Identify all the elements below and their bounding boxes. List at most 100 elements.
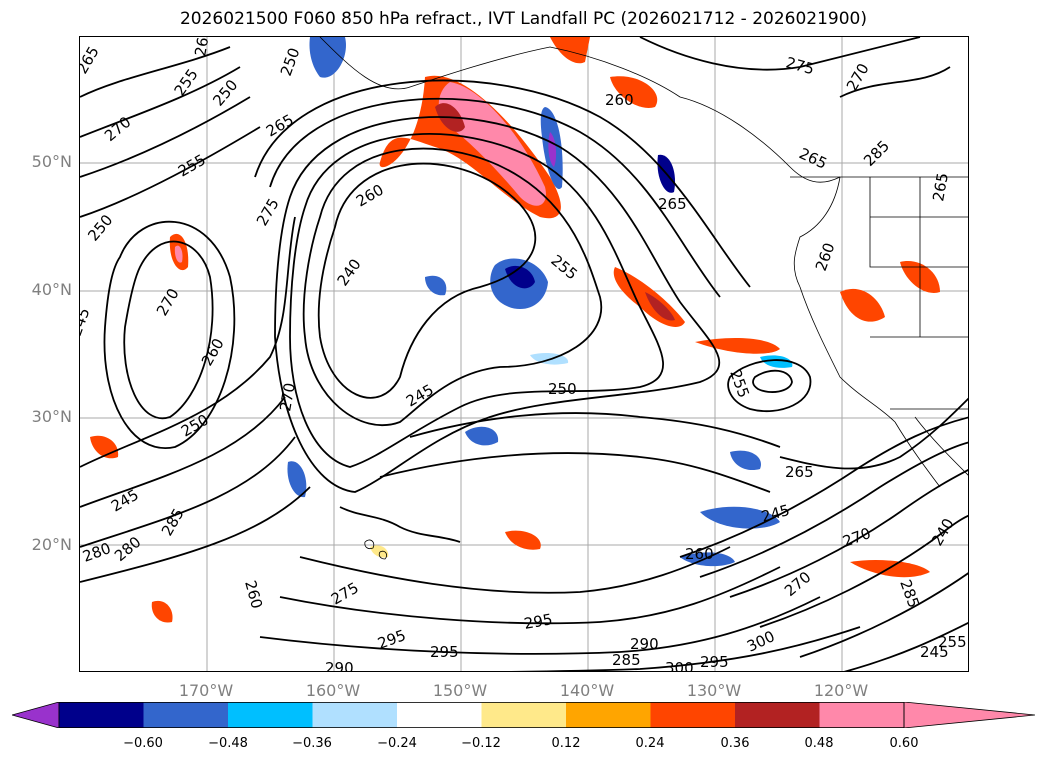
contour-label: 250: [277, 45, 304, 78]
shade-light-blue-2: [760, 355, 793, 368]
contour-label: 260: [191, 37, 214, 58]
contour-nw-loop-2: [103, 220, 236, 449]
contour-south-band-2: [279, 566, 781, 625]
shade-sw: [151, 600, 173, 623]
shade-coast-ne: [840, 288, 885, 322]
contour-label: 290: [325, 659, 354, 672]
shade-mid-blue: [425, 275, 447, 296]
contour-label: 245: [759, 501, 791, 526]
contour-label-layer: 265 260 255 250 265 270 255 250 275 250 …: [80, 37, 967, 672]
contour-se-diag-1: [679, 416, 968, 558]
contour-label: 285: [612, 651, 641, 669]
contour-east-band: [779, 397, 968, 470]
contour-south-band-3: [259, 596, 821, 655]
contour-label: 275: [253, 195, 283, 229]
contour-se-diag-3: [729, 469, 968, 598]
coast-bc-wa: [793, 176, 841, 288]
contour-nw-arc-3: [80, 96, 251, 178]
lon-label-170w: 170°W: [178, 681, 234, 700]
colorbar: [12, 702, 1035, 728]
contour-label: 270: [781, 568, 815, 600]
colorbar-segment: [59, 702, 144, 728]
colorbar-tick-label: −0.24: [377, 736, 417, 751]
colorbar-segment: [735, 702, 820, 728]
colorbar-segment: [228, 702, 313, 728]
shading-negative: [287, 37, 793, 567]
map-title: 2026021500 F060 850 hPa refract., IVT La…: [179, 9, 867, 29]
coast-mexico: [914, 416, 968, 476]
contour-label: 260: [812, 240, 839, 273]
contour-label: 280: [80, 539, 113, 566]
colorbar-tick-label: 0.36: [720, 736, 750, 751]
contour-label: 270: [843, 60, 873, 94]
contour-265-arc: [254, 79, 751, 288]
contour-top-east: [639, 37, 921, 71]
colorbar-tick-label: −0.36: [292, 736, 332, 751]
map-canvas: 265 260 255 250 265 270 255 250 275 250 …: [80, 37, 968, 672]
contour-label: 280: [111, 533, 145, 565]
contour-se-diag-2: [699, 441, 968, 578]
shade-central-navy: [505, 265, 535, 289]
shade-se-blue: [700, 506, 780, 529]
contour-label: 260: [685, 545, 714, 563]
contour-west-band-2: [80, 396, 286, 508]
contour-label: 265: [929, 171, 952, 202]
contour-west-band-3: [80, 436, 296, 548]
colorbar-tick-label: −0.48: [208, 736, 248, 751]
contour-nw-arc-1: [80, 46, 231, 98]
colorbar-segment: [819, 702, 904, 728]
shade-west-blue: [287, 461, 307, 498]
shade-gulf-purple: [548, 132, 557, 167]
shade-south-mid: [505, 530, 541, 550]
contour-label: 245: [920, 643, 949, 661]
shade-east-strip: [695, 337, 780, 354]
colorbar-segment: [397, 702, 482, 728]
colorbar-extend-low: [12, 702, 60, 728]
colorbar-frame: [58, 702, 905, 728]
contour-label: 300: [665, 659, 694, 672]
hawaii: [364, 539, 388, 560]
contour-east-loop: [727, 359, 812, 413]
contour-label: 290: [630, 635, 659, 653]
contour-west-band-1: [80, 216, 296, 468]
map-panel: 265 260 255 250 265 270 255 250 275 250 …: [79, 36, 969, 672]
coast-us-west: [799, 286, 896, 423]
contour-label: 240: [928, 515, 958, 549]
contour-label: 260: [198, 335, 228, 369]
contour-250-ring: [289, 133, 664, 468]
colorbar-tick-label: −0.60: [123, 736, 163, 751]
contour-south-band-1: [299, 546, 731, 594]
colorbar-segment: [143, 702, 228, 728]
contour-label: 260: [605, 91, 634, 109]
contour-label: 255: [726, 367, 753, 400]
contour-se-diag-6: [843, 621, 968, 671]
colorbar-tick-label: −0.12: [461, 736, 501, 751]
colorbar-tick-label: 0.12: [551, 736, 581, 751]
contour-south-band-4: [511, 626, 861, 671]
colorbar-segment: [650, 702, 735, 728]
contour-top-ne: [839, 66, 951, 98]
lon-label-160w: 160°W: [305, 681, 361, 700]
lat-label-50n: 50°N: [31, 152, 72, 171]
coastlines: [319, 37, 968, 560]
contour-label: 295: [523, 610, 554, 633]
shade-top-blue: [309, 37, 346, 78]
contour-nw-arc-2: [80, 66, 241, 138]
lon-label-140w: 140°W: [559, 681, 615, 700]
coast-baja: [894, 421, 941, 488]
colorbar-segment: [312, 702, 397, 728]
contour-label: 265: [658, 195, 687, 213]
shade-east-blue: [730, 450, 761, 471]
contour-label: 255: [175, 151, 209, 181]
contour-label: 250: [548, 380, 577, 398]
colorbar-tick-label: 0.60: [889, 736, 919, 751]
contour-255-ring: [274, 116, 721, 493]
shade-yellow-outline: [370, 545, 389, 558]
contour-label: 240: [334, 256, 365, 290]
contour-label: 265: [785, 463, 814, 481]
contour-se-diag-5: [799, 572, 968, 658]
contour-west-band-4: [80, 486, 311, 583]
contour-mid-band-2: [379, 452, 771, 493]
lon-label-150w: 150°W: [432, 681, 488, 700]
contour-label: 260: [241, 578, 266, 610]
